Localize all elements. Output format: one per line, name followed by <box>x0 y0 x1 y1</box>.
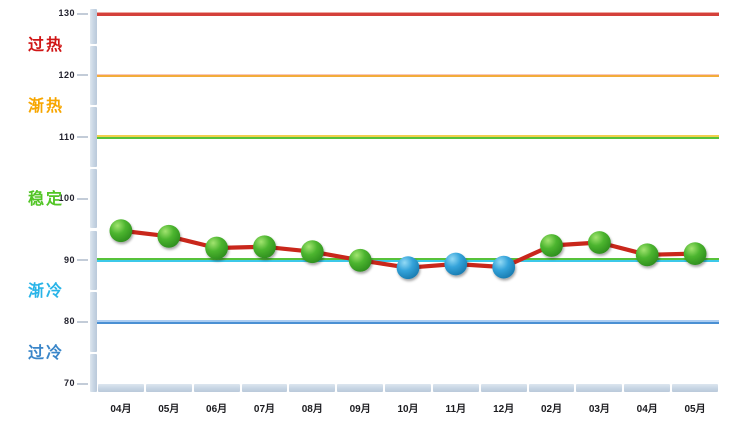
y-tick-label: 120 <box>58 69 75 80</box>
y-axis-band-segment <box>90 292 97 352</box>
data-point-marker[interactable] <box>205 236 229 260</box>
data-point-marker[interactable] <box>253 235 276 259</box>
x-axis-band-segment <box>528 383 575 393</box>
x-axis-label: 10月 <box>397 404 419 415</box>
zone-label-cooling: 渐冷 <box>27 283 64 301</box>
x-axis-band-segment <box>672 383 718 393</box>
zone-label-warming: 渐热 <box>27 98 64 116</box>
trendline-130 <box>97 12 719 16</box>
x-axis-label: 06月 <box>206 404 228 415</box>
x-axis-label: 08月 <box>301 404 323 415</box>
x-axis-label: 04月 <box>110 404 132 415</box>
x-axis-label: 05月 <box>684 404 706 415</box>
x-axis-label: 02月 <box>540 404 563 415</box>
x-axis-band-segment <box>385 383 431 393</box>
trendline-stripe <box>97 73 719 75</box>
x-axis-band-segment <box>98 383 144 393</box>
y-tick-label: 80 <box>63 316 75 327</box>
trendline-stripe <box>97 13 719 16</box>
y-tick-label: 100 <box>58 193 75 204</box>
y-tick-label: 90 <box>63 254 75 265</box>
data-point-marker[interactable] <box>300 240 324 264</box>
x-axis-band-segment <box>624 383 671 393</box>
data-point-marker[interactable] <box>396 256 420 280</box>
data-point-marker[interactable] <box>348 248 372 272</box>
x-axis-label: 12月 <box>493 404 515 415</box>
x-axis-band-segment <box>241 383 288 393</box>
data-point-marker[interactable] <box>540 234 563 257</box>
trendline-stripe <box>97 74 719 78</box>
y-axis-band-segment <box>90 168 97 229</box>
x-axis-band-segment <box>432 383 479 393</box>
x-axis-band-segment <box>289 383 336 393</box>
trendline-110 <box>97 135 719 139</box>
y-tick-mark <box>77 259 88 262</box>
trendline-stripe <box>97 135 719 137</box>
trendline-120 <box>97 73 719 78</box>
data-point-marker[interactable] <box>109 219 133 243</box>
x-axis-label: 05月 <box>158 404 180 415</box>
trendline-stripe <box>97 12 719 14</box>
x-axis-band-segment <box>480 383 527 393</box>
data-point-marker[interactable] <box>444 252 468 276</box>
y-tick-label: 70 <box>63 378 75 389</box>
trendline-stripe <box>97 321 719 324</box>
y-axis-band-segment <box>90 45 97 106</box>
y-tick-label: 110 <box>58 131 75 142</box>
y-tick-mark <box>77 197 88 200</box>
y-tick-mark <box>77 12 88 15</box>
y-axis-band-segment <box>90 353 97 393</box>
y-axis-band-segment <box>90 230 97 291</box>
zone-label-overheat: 过热 <box>27 36 64 54</box>
y-axis-band-segment <box>90 107 97 167</box>
y-axis-band-segment <box>90 9 97 44</box>
data-point-marker[interactable] <box>588 231 611 254</box>
x-axis-label: 04月 <box>636 404 658 415</box>
data-point-marker[interactable] <box>635 243 659 267</box>
y-tick-mark <box>77 74 88 77</box>
y-tick-mark <box>77 136 88 139</box>
y-tick-mark <box>77 320 88 323</box>
x-axis-band-segment <box>576 383 623 393</box>
x-axis-band-segment <box>337 383 384 393</box>
zone-label-overcool: 过冷 <box>27 344 64 362</box>
x-axis-label: 09月 <box>349 404 371 415</box>
x-axis-label: 11月 <box>445 404 467 415</box>
data-point-marker[interactable] <box>157 224 181 248</box>
y-tick-mark <box>77 382 88 385</box>
x-axis-label: 03月 <box>588 404 610 415</box>
x-axis-band-segment <box>193 383 240 393</box>
trendline-80 <box>97 320 719 324</box>
trendline-stripe <box>97 136 719 139</box>
data-point-marker[interactable] <box>492 255 516 279</box>
x-axis-band-segment <box>145 383 192 393</box>
y-tick-label: 130 <box>58 8 75 19</box>
zone-label-stable: 稳定 <box>27 190 64 208</box>
x-axis-label: 07月 <box>253 404 276 415</box>
trendline-stripe <box>97 320 719 322</box>
data-point-marker[interactable] <box>683 242 707 265</box>
